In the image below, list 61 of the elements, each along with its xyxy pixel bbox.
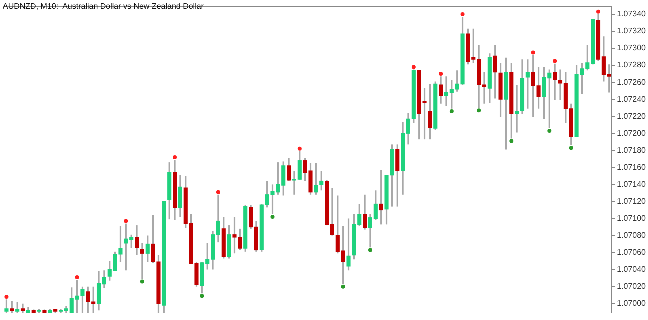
y-tick-label: 1.07060 xyxy=(617,248,647,257)
point xyxy=(450,109,454,114)
y-tick-label: 1.07100 xyxy=(617,214,647,223)
y-tick-label: 1.07340 xyxy=(617,10,647,19)
y-tick-label: 1.07040 xyxy=(617,264,647,274)
candlestick xyxy=(428,83,432,140)
point xyxy=(368,248,372,252)
y-tick-label: 1.07200 xyxy=(617,128,647,138)
candlestick xyxy=(553,63,558,102)
y-tick-label: 1.07220 xyxy=(617,112,647,121)
point xyxy=(596,10,601,14)
y-tick-label: 1.07240 xyxy=(617,94,647,104)
candlestick xyxy=(526,58,530,110)
chart-title: AUDNZD, M10: Australian Dollar vs New Zealand Dollar xyxy=(3,2,204,11)
point xyxy=(216,190,220,194)
candlestick xyxy=(287,158,292,182)
y-tick-label: 1.07020 xyxy=(617,282,647,292)
point xyxy=(341,284,346,289)
candlestick xyxy=(346,218,351,272)
y-tick-label: 1.07260 xyxy=(617,78,647,87)
candlestick xyxy=(16,301,20,314)
candlestick xyxy=(227,224,232,260)
point xyxy=(140,280,144,284)
point xyxy=(412,65,416,70)
candlestick xyxy=(146,234,150,263)
y-tick-label: 1.07140 xyxy=(617,180,647,189)
y-tick-label: 1.07280 xyxy=(617,60,647,70)
candlestick xyxy=(178,174,182,218)
candlestick xyxy=(20,303,26,314)
point xyxy=(200,294,204,298)
y-tick-label: 1.07320 xyxy=(617,26,647,36)
y-tick-label: 1.07160 xyxy=(617,162,647,172)
point xyxy=(173,155,178,160)
point xyxy=(75,275,80,280)
point xyxy=(124,219,128,224)
point xyxy=(548,129,552,134)
point xyxy=(270,215,275,220)
point xyxy=(477,108,482,113)
point xyxy=(531,50,536,55)
point xyxy=(298,146,302,151)
candlestick xyxy=(363,194,368,231)
y-tick-label: 1.07080 xyxy=(617,230,647,240)
candlestick xyxy=(396,144,400,208)
point xyxy=(460,12,465,16)
point xyxy=(4,295,9,300)
point xyxy=(510,139,514,144)
candlestick xyxy=(515,84,520,134)
point xyxy=(569,146,574,150)
candlestick xyxy=(320,170,324,192)
candlestick xyxy=(493,44,498,100)
candlestick xyxy=(134,224,140,256)
y-tick-label: 1.07000 xyxy=(617,299,647,308)
point xyxy=(553,59,558,64)
candlestick xyxy=(140,242,144,280)
y-tick-label: 1.07300 xyxy=(617,44,647,53)
candlestick xyxy=(314,162,318,196)
point xyxy=(439,72,444,76)
y-tick-label: 1.07180 xyxy=(617,146,647,155)
y-tick-label: 1.07120 xyxy=(617,196,647,206)
candlestick xyxy=(10,300,14,314)
candlestick xyxy=(379,169,384,226)
